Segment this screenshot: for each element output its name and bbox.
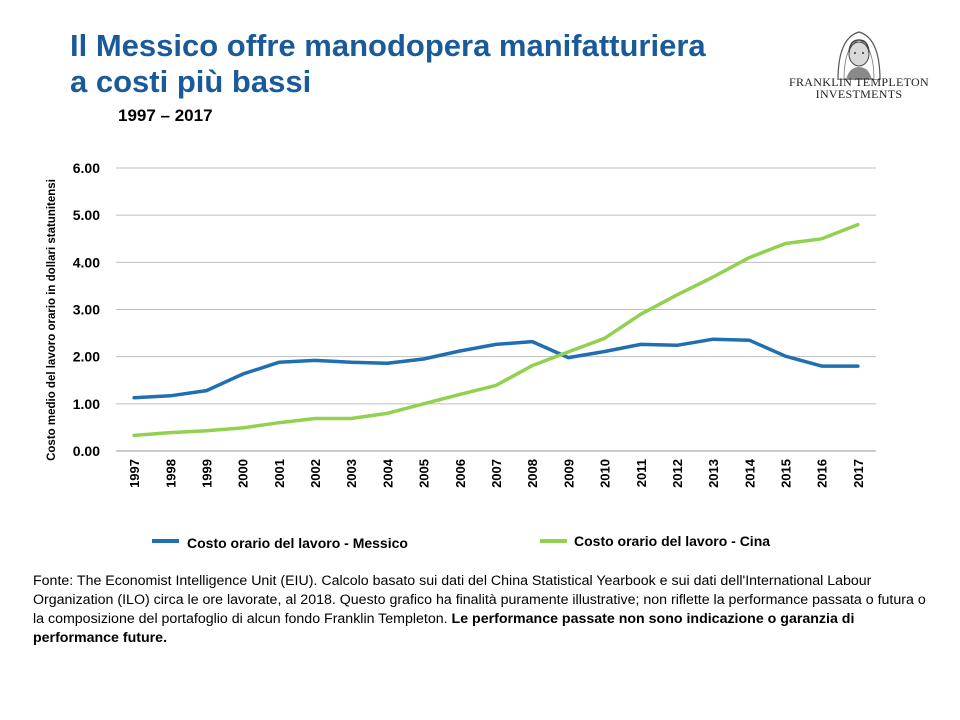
chart-period: 1997 – 2017 <box>118 106 213 125</box>
legend-label-mexico: Costo orario del lavoro - Messico <box>187 535 408 551</box>
y-tick-label: 1.00 <box>73 396 100 412</box>
page-title: Il Messico offre manodopera manifatturie… <box>70 28 770 100</box>
series-line-mexico <box>132 337 860 400</box>
logo-text-line-1: FRANKLIN TEMPLETON <box>789 75 929 89</box>
title-line-1: Il Messico offre manodopera manifatturie… <box>70 28 706 63</box>
y-tick-label: 3.00 <box>73 302 100 318</box>
title-line-2: a costi più bassi <box>70 64 312 99</box>
x-tick-label: 2010 <box>598 459 613 488</box>
x-tick-label: 2015 <box>779 459 794 488</box>
x-tick-label: 2002 <box>308 459 323 488</box>
logo-text-line-2: INVESTMENTS <box>815 87 903 101</box>
x-tick-label: 1999 <box>199 459 214 488</box>
y-tick-label: 4.00 <box>73 254 100 270</box>
x-tick-label: 2004 <box>380 458 395 488</box>
series-line-china <box>132 222 860 438</box>
x-tick-label: 2009 <box>561 459 576 488</box>
x-tick-label: 2003 <box>344 459 359 488</box>
y-tick-label: 2.00 <box>73 349 100 365</box>
legend-swatch-china <box>540 539 567 543</box>
x-tick-label: 1998 <box>163 459 178 488</box>
legend-swatch-mexico <box>152 539 179 543</box>
y-tick-label: 0.00 <box>73 443 100 459</box>
x-tick-label: 2012 <box>670 459 685 488</box>
franklin-portrait-icon <box>837 31 881 80</box>
source-footnote: Fonte: The Economist Intelligence Unit (… <box>33 572 933 648</box>
footnote-disclaimer: Le performance passate non sono indicazi… <box>33 611 855 646</box>
x-tick-label: 2016 <box>815 459 830 488</box>
legend-label-china: Costo orario del lavoro - Cina <box>574 533 771 549</box>
franklin-templeton-logo: FRANKLIN TEMPLETON INVESTMENTS <box>786 24 932 101</box>
x-tick-label: 2008 <box>525 459 540 488</box>
x-tick-label: 2001 <box>272 459 287 488</box>
x-tick-label: 2000 <box>236 459 251 488</box>
line-chart: 0.00 1.00 2.00 3.00 4.00 5.00 6.00 1997 1998 1999… <box>73 160 876 488</box>
x-tick-label: 2006 <box>453 459 468 488</box>
x-tick-label: 1997 <box>127 459 142 488</box>
x-tick-label: 2011 <box>634 459 649 487</box>
x-tick-label: 2005 <box>417 459 432 488</box>
y-tick-label: 5.00 <box>73 207 100 223</box>
x-tick-label: 2017 <box>851 459 866 488</box>
footnote-text: Fonte: The Economist Intelligence Unit (… <box>33 573 926 627</box>
x-tick-label: 2014 <box>742 458 757 488</box>
x-tick-label: 2013 <box>706 459 721 488</box>
y-tick-label: 6.00 <box>73 160 100 176</box>
x-tick-label: 2007 <box>489 459 504 488</box>
